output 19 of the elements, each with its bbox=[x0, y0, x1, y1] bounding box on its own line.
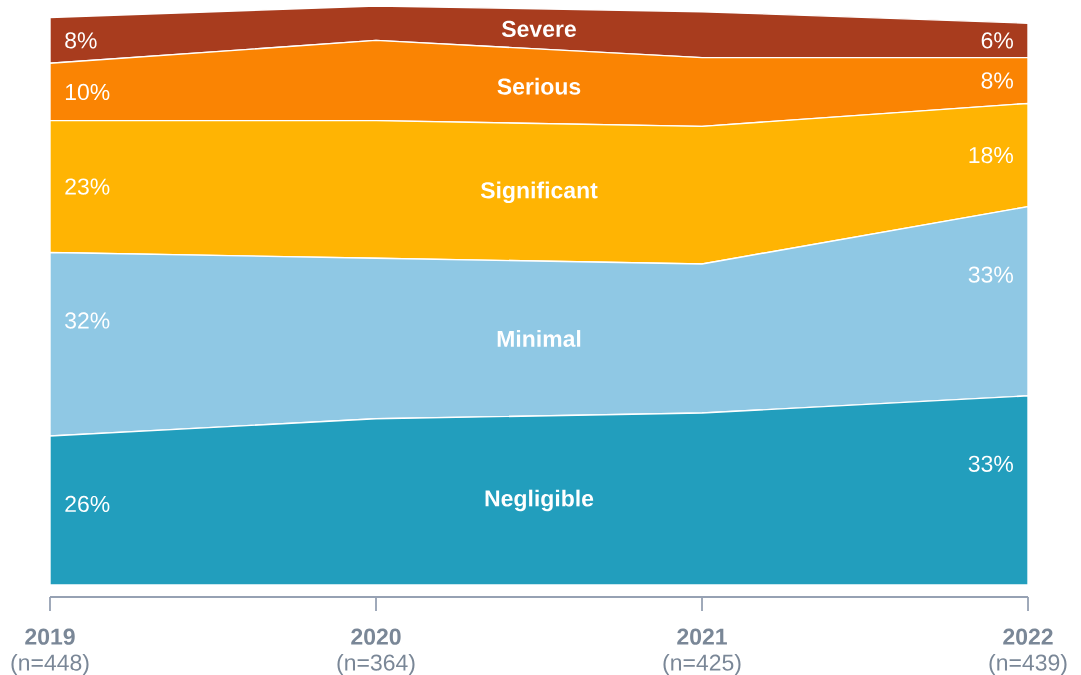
data-label: 6% bbox=[981, 32, 1013, 49]
series-label: Severe bbox=[501, 20, 576, 38]
x-tick-label: 2022 (n=439) bbox=[989, 628, 1067, 675]
x-tick-label: 2020 (n=364) bbox=[337, 628, 415, 675]
data-label: 32% bbox=[65, 312, 110, 329]
series-label: Minimal bbox=[497, 330, 581, 347]
data-label: 26% bbox=[65, 495, 110, 513]
data-label: 8% bbox=[981, 72, 1013, 89]
data-label: 10% bbox=[65, 83, 110, 101]
series-label: Serious bbox=[497, 77, 581, 95]
data-label: 8% bbox=[65, 32, 97, 49]
data-label: 33% bbox=[968, 266, 1013, 283]
series-label: Negligible bbox=[485, 489, 594, 512]
series-label: Significant bbox=[480, 181, 598, 204]
data-label: 33% bbox=[968, 455, 1013, 472]
x-tick-label: 2019 (n=448) bbox=[11, 628, 89, 675]
data-label: 23% bbox=[65, 178, 110, 195]
data-label: 18% bbox=[969, 146, 1013, 164]
x-tick-label: 2021 (n=425) bbox=[663, 628, 741, 675]
